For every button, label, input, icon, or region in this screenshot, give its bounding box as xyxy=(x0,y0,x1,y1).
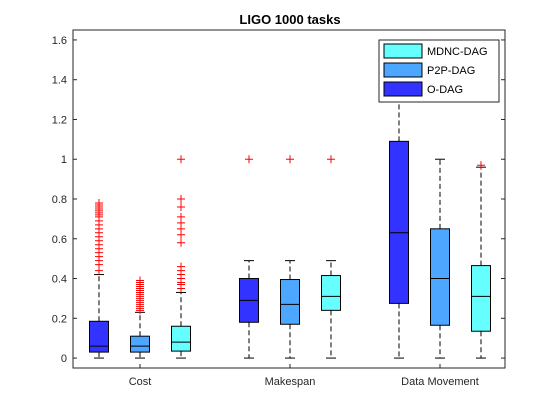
y-tick-label: 0.8 xyxy=(52,194,67,206)
y-tick-label: 1 xyxy=(61,154,67,166)
box-iqr xyxy=(430,228,450,326)
outlier-marker xyxy=(177,202,185,211)
legend-label: P2P-DAG xyxy=(427,65,475,77)
box-iqr xyxy=(89,320,109,353)
chart-title: LIGO 1000 tasks xyxy=(239,12,340,27)
outlier-marker xyxy=(136,276,144,285)
box-iqr xyxy=(171,325,191,352)
legend-label: O-DAG xyxy=(427,84,463,96)
outlier-marker xyxy=(177,238,185,247)
box-iqr xyxy=(389,140,409,304)
box-iqr xyxy=(130,335,150,353)
x-tick-label: Data Movement xyxy=(401,376,479,388)
y-tick-label: 0.4 xyxy=(52,274,67,286)
box-iqr xyxy=(321,275,341,311)
box-mdnc-dag-0 xyxy=(171,155,191,359)
outlier-marker xyxy=(177,195,185,203)
outlier-marker xyxy=(286,155,294,164)
outlier-marker xyxy=(477,161,485,170)
outlier-marker xyxy=(245,155,253,164)
legend: MDNC-DAG P2P-DAG O-DAG xyxy=(378,39,500,103)
box-p2p-dag-2 xyxy=(430,158,450,359)
y-tick-label: 0.6 xyxy=(52,234,67,246)
legend-swatch xyxy=(383,43,423,59)
legend-swatch xyxy=(383,62,423,78)
y-tick-label: 0 xyxy=(61,353,67,365)
box-o-dag-0 xyxy=(89,198,109,359)
x-tick-label: Cost xyxy=(129,376,152,388)
box-o-dag-1 xyxy=(239,155,259,359)
outlier-marker xyxy=(177,212,185,221)
legend-label: MDNC-DAG xyxy=(427,46,488,58)
box-mdnc-dag-1 xyxy=(321,155,341,359)
outlier-marker xyxy=(327,155,335,164)
box-p2p-dag-0 xyxy=(130,276,150,359)
y-tick-label: 1.4 xyxy=(52,75,67,87)
outlier-marker xyxy=(177,155,185,164)
outlier-marker xyxy=(95,198,103,207)
outlier-marker xyxy=(177,262,185,271)
box-p2p-dag-1 xyxy=(280,155,300,359)
y-tick-label: 1.6 xyxy=(52,35,67,47)
x-tick-label: Makespan xyxy=(265,376,316,388)
legend-swatch xyxy=(383,81,423,97)
box-mdnc-dag-2 xyxy=(471,161,491,359)
y-tick-label: 0.2 xyxy=(52,313,67,325)
box-iqr xyxy=(471,265,491,332)
box-iqr xyxy=(280,279,300,325)
y-tick-label: 1.2 xyxy=(52,114,67,126)
